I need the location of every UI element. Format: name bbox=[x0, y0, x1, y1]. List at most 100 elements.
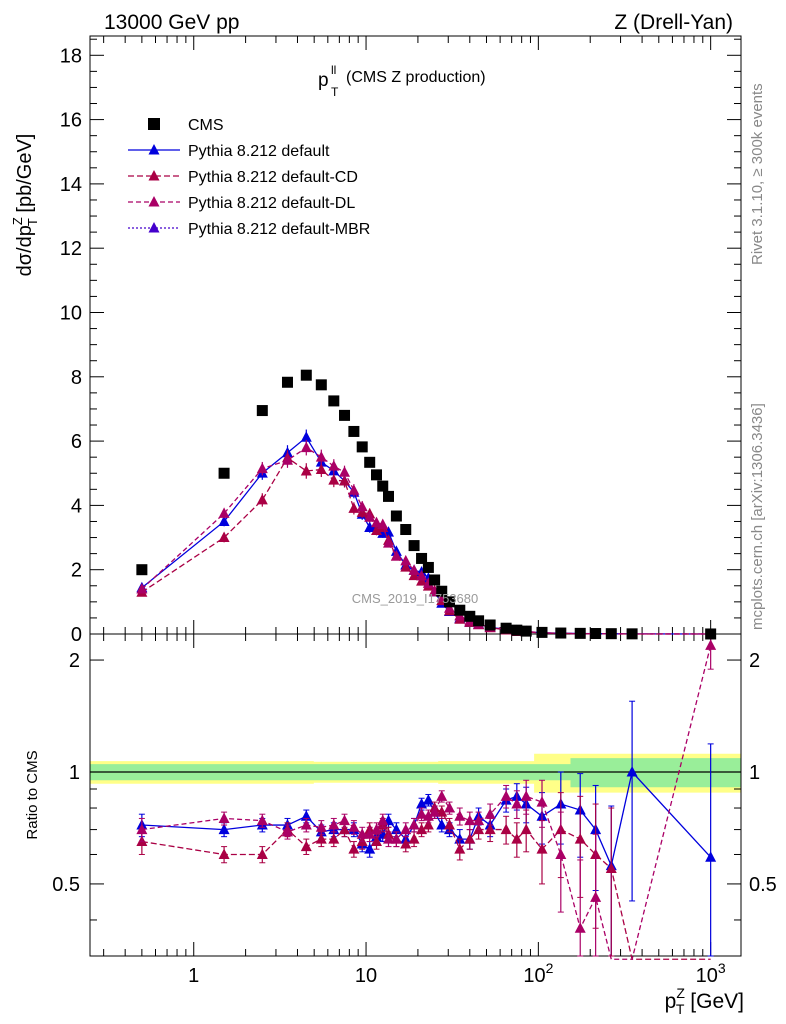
svg-text:dσ/dpZT [pb/GeV]: dσ/dpZT [pb/GeV] bbox=[10, 134, 40, 277]
ratio-marker bbox=[390, 833, 402, 844]
ratio-marker bbox=[383, 833, 395, 844]
ratio-marker bbox=[454, 810, 466, 821]
main-marker bbox=[300, 431, 312, 442]
ratio-marker bbox=[256, 848, 268, 859]
main-marker bbox=[416, 569, 428, 581]
ratio-marker bbox=[555, 848, 567, 859]
title-sup: ll bbox=[331, 63, 336, 77]
ratio-tick-label-right: 2 bbox=[749, 650, 760, 672]
y-axis-label: dσ/dpZT [pb/GeV] bbox=[10, 134, 40, 277]
ratio-axis-label: Ratio to CMS bbox=[24, 750, 41, 839]
main-marker bbox=[371, 516, 383, 528]
ratio-marker bbox=[408, 819, 420, 830]
cms-point bbox=[484, 619, 496, 631]
legend-triangle-icon bbox=[148, 222, 160, 233]
ratio-marker bbox=[377, 814, 389, 826]
process-label: Z (Drell-Yan) bbox=[614, 11, 733, 34]
y-tick-label: 12 bbox=[60, 238, 82, 260]
ratio-marker bbox=[408, 833, 420, 844]
legend-item: Pythia 8.212 default-CD bbox=[128, 169, 358, 186]
main-marker bbox=[315, 451, 327, 462]
mcplots-label: mcplots.cern.ch [arXiv:1306.3436] bbox=[749, 403, 766, 630]
legend-item: Pythia 8.212 default bbox=[128, 143, 330, 160]
ylabel-part-a: dσ/dp bbox=[14, 225, 36, 276]
main-marker bbox=[339, 466, 351, 477]
cms-point bbox=[443, 596, 455, 608]
ratio-marker bbox=[511, 798, 523, 809]
ratio-marker bbox=[590, 891, 602, 902]
ratio-marker bbox=[364, 828, 376, 839]
ratio-marker bbox=[473, 814, 485, 826]
ratio-tick-label-right: 1 bbox=[749, 762, 760, 784]
legend-triangle-icon bbox=[148, 170, 160, 181]
ratio-marker bbox=[300, 840, 312, 852]
ratio-marker bbox=[400, 838, 412, 849]
ratio-marker bbox=[500, 790, 512, 801]
xlabel-part-a: p bbox=[665, 990, 677, 1013]
ratio-marker bbox=[454, 843, 466, 854]
ratio-marker bbox=[536, 796, 548, 807]
watermark-label: CMS_2019_I1753680 bbox=[352, 591, 479, 606]
ratio-marker bbox=[443, 802, 455, 813]
cms-point bbox=[454, 604, 466, 616]
cms-point bbox=[500, 622, 512, 634]
ratio-marker bbox=[536, 843, 548, 854]
cms-point bbox=[339, 409, 351, 421]
cms-point bbox=[590, 628, 602, 640]
ratio-marker bbox=[416, 808, 428, 819]
ratio-marker bbox=[364, 843, 376, 854]
rivet-label: Rivet 3.1.10, ≥ 300k events bbox=[749, 83, 766, 265]
cms-point bbox=[377, 480, 389, 492]
main-marker bbox=[348, 502, 360, 513]
main-marker bbox=[300, 464, 312, 476]
cms-point bbox=[605, 628, 617, 640]
cms-point bbox=[364, 456, 376, 468]
ratio-marker bbox=[626, 765, 638, 777]
cms-point bbox=[536, 626, 548, 638]
ylabel-part-b: [pb/GeV] bbox=[14, 134, 36, 219]
main-marker bbox=[328, 460, 340, 471]
ratio-marker bbox=[218, 812, 230, 823]
legend: CMS Pythia 8.212 default Pythia 8.212 defa… bbox=[128, 117, 370, 238]
main-marker bbox=[400, 554, 412, 566]
main-marker bbox=[408, 569, 420, 581]
ratio-marker bbox=[436, 819, 448, 830]
cms-point bbox=[256, 405, 268, 417]
ratio-marker bbox=[416, 798, 428, 809]
main-marker bbox=[364, 511, 376, 522]
ratio-tick-label: 0.5 bbox=[52, 874, 80, 896]
cms-point bbox=[356, 441, 368, 453]
legend-label: Pythia 8.212 default-MBR bbox=[188, 221, 370, 238]
cms-point bbox=[408, 540, 420, 552]
main-marker bbox=[400, 561, 412, 572]
main-marker bbox=[408, 564, 420, 575]
main-marker bbox=[218, 507, 230, 518]
main-marker bbox=[281, 454, 293, 465]
cms-point bbox=[348, 425, 360, 437]
legend-triangle-icon bbox=[148, 196, 160, 207]
main-marker bbox=[218, 515, 230, 526]
main-marker bbox=[300, 441, 312, 453]
main-marker bbox=[328, 474, 340, 485]
main-marker bbox=[356, 500, 368, 512]
ratio-marker bbox=[328, 833, 340, 844]
ratio-marker bbox=[339, 823, 351, 835]
legend-item: Pythia 8.212 default-MBR bbox=[128, 221, 370, 238]
legend-item: Pythia 8.212 default-DL bbox=[128, 195, 355, 212]
cms-point bbox=[218, 467, 230, 479]
ratio-marker bbox=[339, 814, 351, 826]
main-panel-bg bbox=[90, 36, 741, 634]
ratio-marker bbox=[574, 833, 586, 844]
cms-point bbox=[383, 490, 395, 502]
cms-point bbox=[315, 379, 327, 391]
title-sub: T bbox=[331, 85, 339, 99]
ratio-marker bbox=[436, 806, 448, 817]
cms-point bbox=[511, 624, 523, 636]
ratio-marker bbox=[464, 833, 476, 844]
ratio-marker bbox=[436, 790, 448, 801]
xlabel-sup: Z bbox=[676, 985, 685, 1001]
ylabel-sup: Z bbox=[10, 217, 25, 225]
ratio-marker bbox=[422, 819, 434, 830]
legend-item: CMS bbox=[148, 117, 224, 134]
ratio-marker bbox=[705, 851, 717, 862]
